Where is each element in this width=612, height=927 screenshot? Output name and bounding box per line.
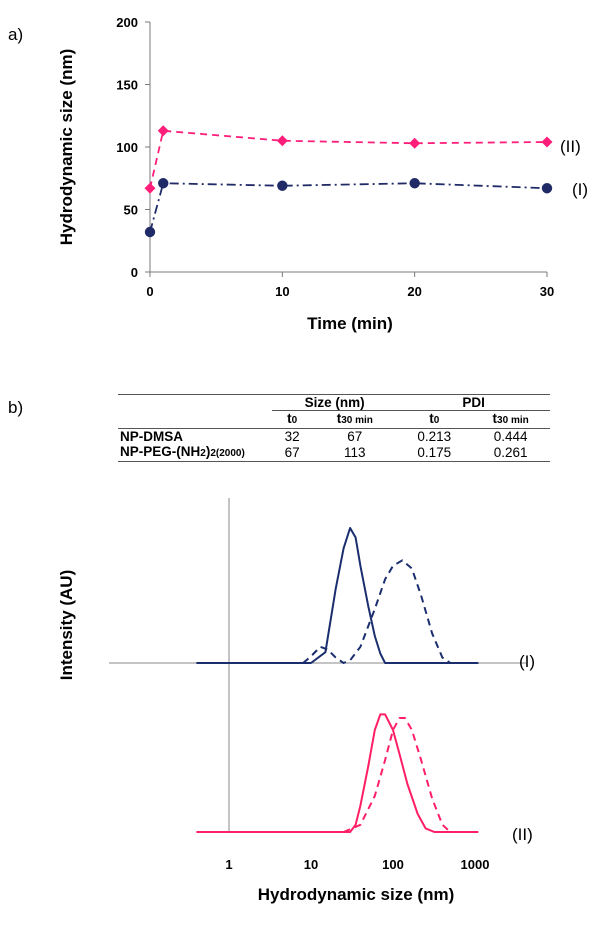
a-series-label-II: (II) xyxy=(560,137,581,156)
b-distribution-curve xyxy=(196,713,479,833)
row-name: NP-PEG-(NH2)2(2000) xyxy=(118,444,272,462)
summary-table: Size (nm) PDI t0 t30 min t0 t30 min NP-D… xyxy=(118,394,550,462)
panel-a-chart: 0 50 100 150 200 0 10 20 30 (II) (I) Time (min)… xyxy=(57,15,588,333)
a-x-tick-label: 10 xyxy=(275,284,289,299)
cell: 0.444 xyxy=(493,429,528,444)
a-data-point xyxy=(157,125,169,137)
a-y-tick-label: 0 xyxy=(131,265,138,280)
a-y-tick-label: 150 xyxy=(116,78,138,93)
cell: 67 xyxy=(347,429,363,444)
cell: 113 xyxy=(312,444,398,462)
b-x-axis-label: Hydrodynamic size (nm) xyxy=(258,885,455,904)
b-x-tick-label: 1000 xyxy=(461,857,490,872)
a-y-axis-label: Hydrodynamic size (nm) xyxy=(57,49,76,246)
a-data-point xyxy=(541,183,553,194)
a-x-tick-label: 0 xyxy=(146,284,153,299)
a-y-tick-label: 50 xyxy=(124,203,138,218)
cell: 0.261 xyxy=(471,444,550,462)
size-header: Size (nm) xyxy=(272,394,398,411)
a-series-line xyxy=(149,182,548,233)
table-row: NP-PEG-(NH2)2(2000) 67 113 0.175 0.261 xyxy=(118,444,550,462)
b-distribution-curve xyxy=(302,559,451,664)
cell: 32 xyxy=(284,429,300,444)
a-series-line xyxy=(149,129,548,189)
a-y-tick-label: 100 xyxy=(116,140,138,155)
b-distribution-curve xyxy=(343,717,451,833)
a-data-point xyxy=(409,178,420,189)
col-size-t30: t30 min xyxy=(336,411,373,426)
panel-a-label: a) xyxy=(8,25,23,44)
cell: 67 xyxy=(272,444,313,462)
col-pdi-t30: t30 min xyxy=(492,411,529,426)
col-pdi-t0: t0 xyxy=(429,411,440,426)
panel-b-label: b) xyxy=(8,398,23,417)
a-x-tick-label: 20 xyxy=(407,284,421,299)
a-series-label-I: (I) xyxy=(572,180,588,199)
b-series-label-I: (I) xyxy=(519,652,535,671)
a-data-point xyxy=(277,180,288,191)
b-distribution-curve xyxy=(196,527,479,664)
a-data-point xyxy=(144,226,156,238)
a-x-ticks: 0 10 20 30 xyxy=(146,272,554,299)
a-series xyxy=(144,125,553,238)
panel-b-chart: 1 10 100 1000 (I) (II) Hydrodynamic size (n… xyxy=(57,498,535,904)
b-series-label-II: (II) xyxy=(512,825,533,844)
a-y-tick-label: 200 xyxy=(116,15,138,30)
b-series xyxy=(196,527,479,833)
a-data-point xyxy=(158,178,169,189)
b-x-tick-label: 1 xyxy=(225,857,232,872)
table-header-row-2: t0 t30 min t0 t30 min xyxy=(118,411,550,429)
col-size-t0: t0 xyxy=(287,411,298,426)
cell: 0.175 xyxy=(397,444,472,462)
b-x-ticks: 1 10 100 1000 xyxy=(225,857,489,872)
a-data-point xyxy=(144,182,156,194)
a-y-ticks: 0 50 100 150 200 xyxy=(116,15,150,280)
a-x-axis-label: Time (min) xyxy=(307,314,393,333)
a-x-tick-label: 30 xyxy=(540,284,554,299)
pdi-header: PDI xyxy=(397,394,550,411)
a-data-point xyxy=(541,136,553,148)
a-data-point xyxy=(409,137,421,149)
table-row: NP-DMSA 32 67 0.213 0.444 xyxy=(118,428,550,445)
row-name: NP-DMSA xyxy=(120,429,183,444)
a-data-point xyxy=(276,135,288,147)
b-x-tick-label: 10 xyxy=(304,857,318,872)
b-x-tick-label: 100 xyxy=(382,857,404,872)
table-header-row-1: Size (nm) PDI xyxy=(118,394,550,411)
b-y-axis-label: Intensity (AU) xyxy=(57,570,76,681)
cell: 0.213 xyxy=(417,429,452,444)
